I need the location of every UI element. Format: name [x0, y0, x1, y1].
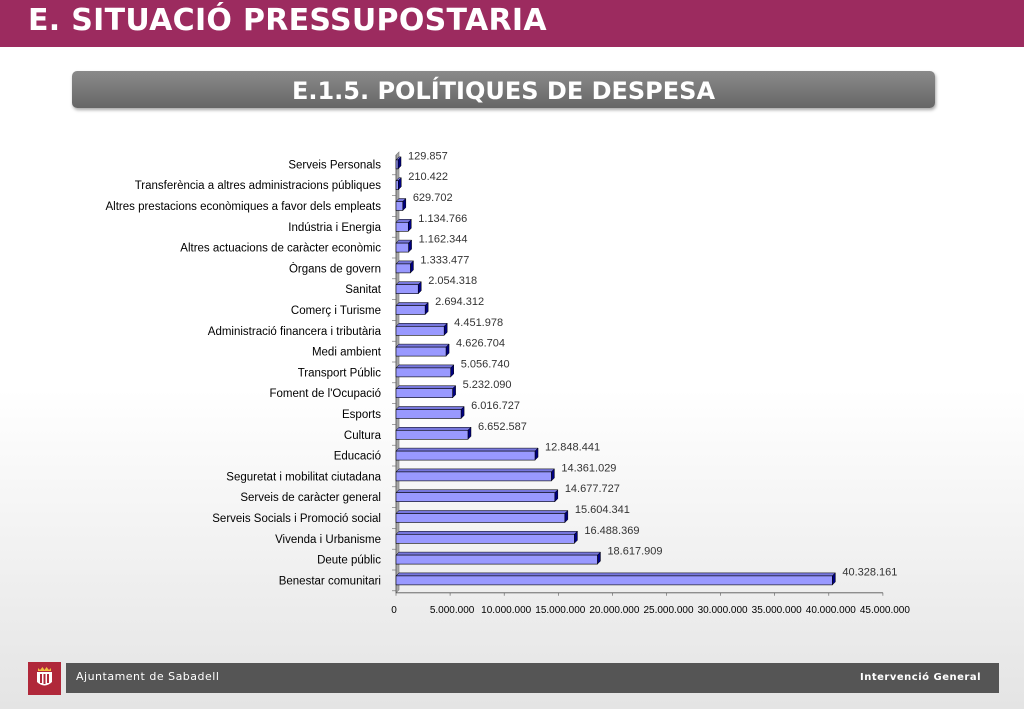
value-label: 629.702	[413, 192, 453, 204]
x-tick-label: 20.000.000	[589, 605, 639, 616]
bar-top	[395, 489, 559, 493]
bar	[395, 409, 462, 419]
value-label: 16.488.369	[584, 525, 639, 537]
department-name: Intervenció General	[860, 672, 981, 683]
category-label: Comerç i Turisme	[291, 305, 381, 317]
category-label: Deute públic	[317, 555, 381, 567]
bar	[395, 513, 566, 523]
x-tick-label: 30.000.000	[698, 605, 748, 616]
bar-top	[395, 364, 455, 369]
category-label: Altres actuacions de caràcter econòmic	[180, 243, 381, 255]
x-tick-label: 0	[391, 605, 397, 616]
bar-top	[395, 572, 836, 577]
category-label: Benestar comunitari	[279, 575, 381, 587]
bar-top	[395, 385, 457, 389]
bar	[395, 554, 598, 565]
x-tick-label: 45.000.000	[860, 605, 910, 616]
bar	[395, 159, 399, 170]
bar	[395, 222, 409, 232]
value-label: 129.857	[408, 150, 448, 162]
organization-name: Ajuntament de Sabadell	[76, 670, 220, 683]
bar	[395, 575, 833, 586]
bar	[395, 429, 469, 440]
category-label: Seguretat i mobilitat ciutadana	[226, 471, 381, 483]
bar	[395, 450, 536, 461]
value-label: 210.422	[408, 171, 448, 183]
page-title: E. SITUACIÓ PRESSUPOSTARIA	[28, 3, 547, 38]
x-tick-label: 25.000.000	[643, 605, 693, 616]
x-tick-label: 5.000.000	[430, 605, 475, 616]
top-banner: E. SITUACIÓ PRESSUPOSTARIA	[0, 0, 1024, 47]
value-label: 6.016.727	[471, 400, 520, 412]
value-label: 5.232.090	[463, 379, 512, 391]
x-tick-label: 10.000.000	[481, 605, 531, 616]
category-label: Serveis Personals	[288, 159, 381, 171]
value-label: 4.451.978	[454, 317, 503, 329]
bar	[395, 471, 552, 482]
category-label: Vivenda i Urbanisme	[275, 534, 381, 546]
bar-top	[395, 510, 569, 514]
category-label: Sanitat	[345, 284, 382, 296]
x-tick-label: 35.000.000	[752, 605, 802, 616]
bar	[395, 326, 445, 336]
bar	[395, 533, 575, 544]
bar	[395, 284, 419, 294]
bar	[395, 201, 404, 211]
subtitle-bar: E.1.5. POLÍTIQUES DE DESPESA	[72, 71, 935, 108]
bar-top	[395, 427, 472, 431]
category-label: Educació	[334, 451, 381, 463]
bar	[395, 263, 411, 274]
city-logo	[28, 662, 61, 695]
category-label: Transport Públic	[298, 367, 382, 379]
value-label: 12.848.441	[545, 442, 600, 454]
value-label: 40.328.161	[842, 566, 897, 578]
value-label: 1.333.477	[420, 254, 469, 266]
footer-bar: Ajuntament de Sabadell Intervenció Gener…	[66, 663, 999, 693]
value-label: 18.617.909	[607, 546, 662, 558]
value-label: 1.162.344	[419, 234, 468, 246]
x-tick-label: 15.000.000	[535, 605, 585, 616]
category-label: Altres prestacions econòmiques a favor d…	[105, 201, 381, 213]
category-label: Serveis Socials i Promoció social	[212, 513, 381, 525]
bar	[395, 346, 447, 357]
bar-top	[395, 281, 422, 285]
bar	[395, 305, 426, 315]
bar	[395, 367, 452, 378]
bar-top	[395, 343, 450, 348]
bar-top	[395, 323, 448, 327]
bar-top	[395, 447, 539, 452]
x-tick-label: 40.000.000	[806, 605, 856, 616]
bar	[395, 242, 409, 253]
bar	[395, 492, 556, 503]
value-label: 2.054.318	[428, 275, 477, 287]
bar	[395, 388, 453, 398]
bar-chart: Serveis Personals 129.857 Transferència a …	[105, 150, 910, 616]
bar-top	[395, 406, 465, 410]
bar	[395, 180, 399, 191]
value-label: 2.694.312	[435, 296, 484, 308]
bar-top	[395, 468, 555, 473]
value-label: 14.677.727	[565, 483, 620, 495]
value-label: 14.361.029	[561, 462, 616, 474]
category-label: Indústria i Energia	[288, 222, 381, 234]
category-label: Esports	[342, 409, 381, 421]
bar-top	[395, 531, 579, 535]
category-label: Administració financera i tributària	[208, 326, 382, 338]
category-label: Foment de l'Ocupació	[269, 388, 381, 400]
bar-top	[395, 551, 602, 556]
category-label: Òrgans de govern	[289, 262, 381, 275]
coat-of-arms-icon	[28, 662, 61, 695]
category-label: Transferència a altres administracions p…	[135, 180, 382, 192]
page-subtitle: E.1.5. POLÍTIQUES DE DESPESA	[291, 77, 716, 105]
value-label: 15.604.341	[575, 504, 630, 516]
value-label: 5.056.740	[461, 358, 510, 370]
value-label: 1.134.766	[418, 213, 467, 225]
category-label: Medi ambient	[312, 347, 382, 359]
bar-top	[395, 302, 429, 306]
category-label: Serveis de caràcter general	[240, 492, 381, 504]
value-label: 4.626.704	[456, 338, 505, 350]
category-label: Cultura	[344, 430, 382, 442]
value-label: 6.652.587	[478, 421, 527, 433]
